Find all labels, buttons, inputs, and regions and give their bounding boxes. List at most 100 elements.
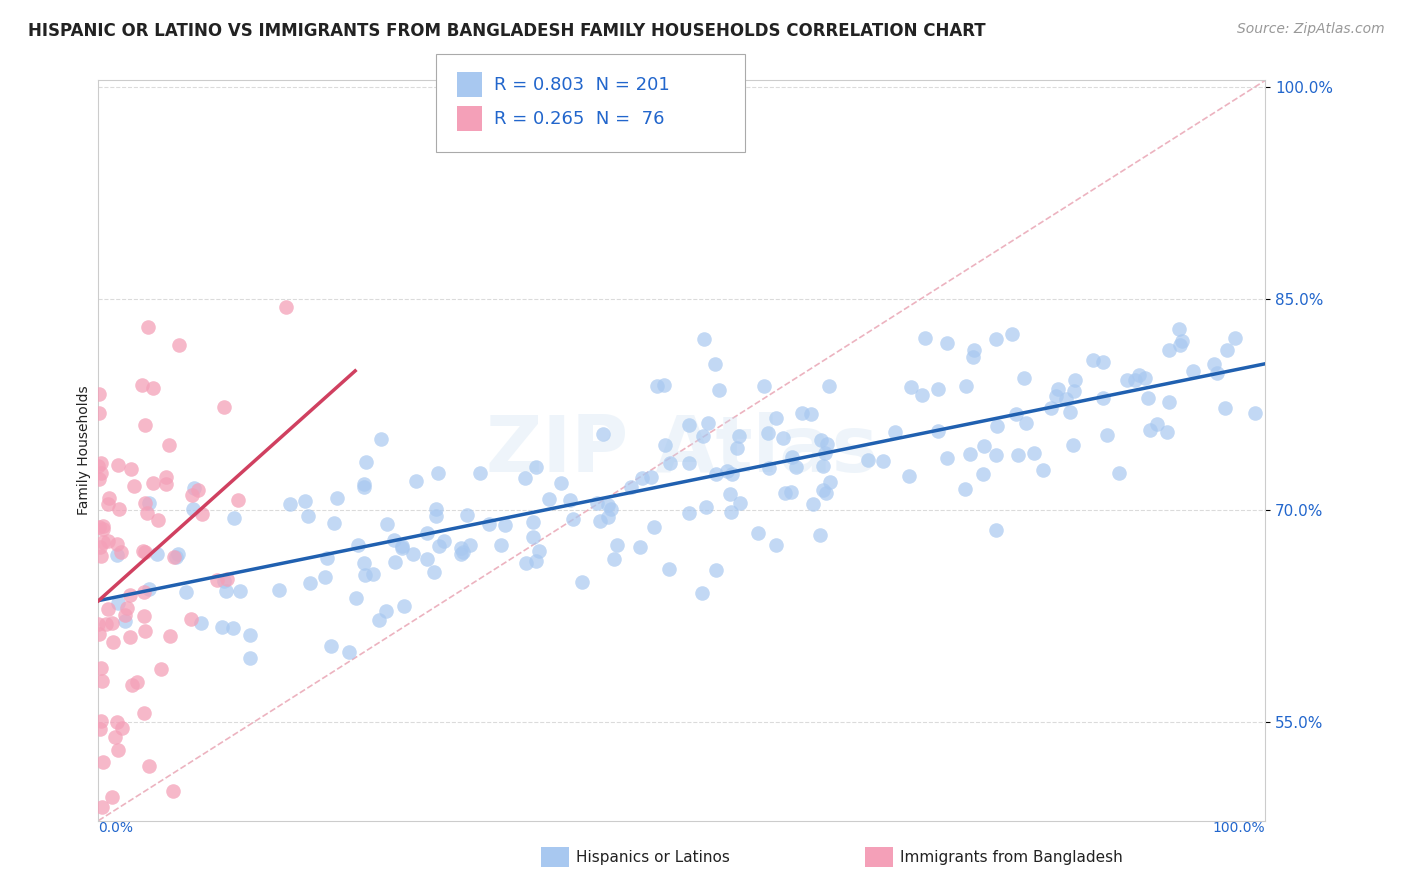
- Point: [89, 466, 111, 480]
- Point: [212, 401, 235, 415]
- Point: [323, 516, 346, 530]
- Point: [592, 427, 614, 442]
- Point: [872, 454, 894, 468]
- Point: [222, 511, 245, 525]
- Point: [1157, 343, 1180, 358]
- Point: [810, 433, 832, 447]
- Text: ZIP Atlas: ZIP Atlas: [486, 412, 877, 489]
- Point: [986, 332, 1008, 346]
- Point: [315, 550, 337, 565]
- Point: [346, 538, 368, 552]
- Point: [155, 470, 177, 484]
- Point: [142, 476, 165, 491]
- Point: [297, 508, 319, 523]
- Point: [165, 550, 187, 565]
- Point: [416, 526, 439, 541]
- Point: [986, 418, 1008, 433]
- Point: [704, 562, 727, 576]
- Point: [314, 570, 336, 584]
- Point: [90, 549, 112, 563]
- Point: [1108, 466, 1130, 480]
- Point: [167, 547, 190, 561]
- Point: [728, 429, 751, 443]
- Point: [814, 486, 837, 500]
- Point: [1005, 408, 1028, 422]
- Point: [811, 458, 834, 473]
- Point: [986, 448, 1008, 462]
- Point: [91, 755, 114, 769]
- Point: [756, 426, 779, 441]
- Point: [703, 357, 725, 371]
- Point: [927, 425, 949, 439]
- Point: [211, 620, 233, 634]
- Point: [353, 556, 375, 570]
- Point: [299, 576, 322, 591]
- Point: [134, 624, 156, 638]
- Point: [375, 604, 398, 618]
- Point: [111, 721, 134, 735]
- Point: [973, 439, 995, 453]
- Point: [183, 502, 205, 516]
- Point: [427, 467, 450, 481]
- Point: [167, 338, 190, 352]
- Point: [984, 523, 1007, 537]
- Point: [927, 382, 949, 396]
- Point: [817, 379, 839, 393]
- Point: [820, 475, 842, 490]
- Text: Source: ZipAtlas.com: Source: ZipAtlas.com: [1237, 22, 1385, 37]
- Point: [114, 607, 136, 622]
- Point: [108, 502, 131, 516]
- Point: [725, 441, 748, 455]
- Point: [654, 438, 676, 452]
- Point: [658, 562, 681, 576]
- Point: [222, 622, 245, 636]
- Point: [97, 491, 120, 505]
- Point: [239, 628, 262, 642]
- Point: [808, 528, 831, 542]
- Point: [658, 456, 681, 470]
- Point: [391, 541, 413, 555]
- Text: R = 0.265  N =  76: R = 0.265 N = 76: [494, 110, 664, 128]
- Point: [470, 467, 492, 481]
- Point: [110, 545, 132, 559]
- Point: [425, 509, 447, 524]
- Point: [391, 539, 413, 553]
- Point: [90, 456, 112, 470]
- Point: [522, 530, 544, 544]
- Point: [127, 674, 149, 689]
- Point: [107, 596, 129, 610]
- Point: [138, 496, 160, 510]
- Point: [107, 458, 129, 473]
- Point: [91, 534, 114, 549]
- Point: [678, 506, 700, 520]
- Point: [132, 609, 155, 624]
- Point: [645, 379, 668, 393]
- Point: [382, 533, 405, 547]
- Point: [120, 588, 142, 602]
- Point: [105, 537, 128, 551]
- Point: [89, 722, 111, 736]
- Point: [100, 789, 122, 804]
- Point: [747, 525, 769, 540]
- Point: [631, 471, 654, 485]
- Point: [1045, 389, 1067, 403]
- Point: [780, 450, 803, 464]
- Point: [89, 626, 111, 640]
- Point: [1167, 322, 1189, 336]
- Point: [1206, 366, 1229, 380]
- Point: [1014, 370, 1036, 384]
- Point: [1014, 417, 1036, 431]
- Point: [162, 784, 184, 798]
- Point: [339, 645, 361, 659]
- Point: [571, 574, 593, 589]
- Point: [229, 584, 252, 599]
- Point: [678, 418, 700, 433]
- Point: [226, 492, 249, 507]
- Text: R = 0.803  N = 201: R = 0.803 N = 201: [494, 76, 669, 94]
- Text: 0.0%: 0.0%: [98, 821, 134, 835]
- Point: [1054, 392, 1077, 406]
- Point: [477, 517, 499, 532]
- Point: [368, 613, 391, 627]
- Point: [451, 544, 474, 558]
- Point: [524, 554, 547, 568]
